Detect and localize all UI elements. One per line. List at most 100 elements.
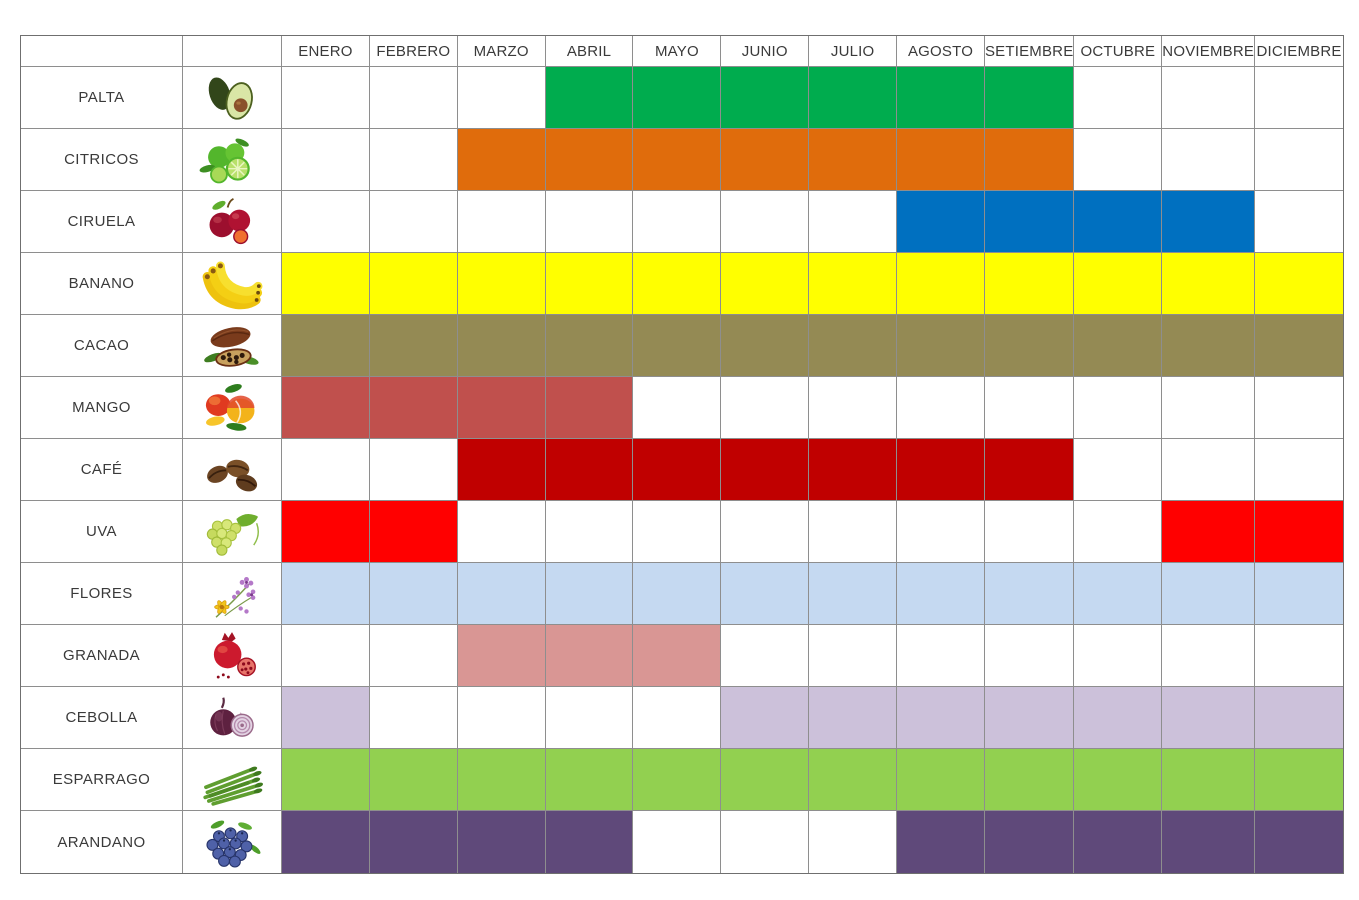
cell-banano-diciembre <box>1255 253 1343 315</box>
cell-cafe-mayo <box>633 439 722 501</box>
cell-mango-junio <box>721 377 810 439</box>
cell-esparrago-enero <box>282 749 370 811</box>
month-header-febrero: FEBRERO <box>369 36 458 67</box>
cell-flores-setiembre <box>984 563 1075 625</box>
crop-label-palta: PALTA <box>21 67 183 129</box>
cell-esparrago-marzo <box>457 749 546 811</box>
cell-arandano-junio <box>721 811 810 873</box>
cell-esparrago-abril <box>545 749 634 811</box>
cell-ciruela-abril <box>545 191 634 253</box>
cell-flores-abril <box>545 563 634 625</box>
cell-cafe-noviembre <box>1162 439 1256 501</box>
cell-banano-junio <box>721 253 810 315</box>
cell-palta-octubre <box>1074 67 1163 129</box>
cell-cafe-octubre <box>1074 439 1163 501</box>
cell-flores-agosto <box>897 563 985 625</box>
cell-esparrago-agosto <box>897 749 985 811</box>
cell-cebolla-setiembre <box>984 687 1075 749</box>
cell-banano-marzo <box>457 253 546 315</box>
cell-uva-octubre <box>1074 501 1163 563</box>
cell-palta-enero <box>282 67 370 129</box>
cell-palta-marzo <box>457 67 546 129</box>
crop-label-cebolla: CEBOLLA <box>21 687 183 749</box>
cell-granada-noviembre <box>1162 625 1256 687</box>
cell-esparrago-diciembre <box>1255 749 1343 811</box>
month-header-marzo: MARZO <box>457 36 546 67</box>
cell-esparrago-febrero <box>369 749 458 811</box>
cell-uva-julio <box>809 501 898 563</box>
cell-cacao-setiembre <box>984 315 1075 377</box>
cell-arandano-marzo <box>457 811 546 873</box>
cell-esparrago-mayo <box>633 749 722 811</box>
cell-arandano-julio <box>809 811 898 873</box>
red-onion-icon <box>183 687 282 749</box>
cell-cebolla-diciembre <box>1255 687 1343 749</box>
cell-banano-febrero <box>369 253 458 315</box>
cell-arandano-setiembre <box>984 811 1075 873</box>
crop-label-granada: GRANADA <box>21 625 183 687</box>
cell-cacao-mayo <box>633 315 722 377</box>
cell-cebolla-mayo <box>633 687 722 749</box>
cell-arandano-abril <box>545 811 634 873</box>
cell-mango-julio <box>809 377 898 439</box>
cell-flores-junio <box>721 563 810 625</box>
asparagus-icon <box>183 749 282 811</box>
cell-ciruela-noviembre <box>1162 191 1256 253</box>
month-header-enero: ENERO <box>282 36 370 67</box>
cell-palta-setiembre <box>984 67 1075 129</box>
flowers-icon <box>183 563 282 625</box>
crop-label-cafe: CAFÉ <box>21 439 183 501</box>
cell-flores-julio <box>809 563 898 625</box>
cell-flores-febrero <box>369 563 458 625</box>
cell-uva-agosto <box>897 501 985 563</box>
cell-cebolla-octubre <box>1074 687 1163 749</box>
cell-esparrago-noviembre <box>1162 749 1256 811</box>
cell-banano-agosto <box>897 253 985 315</box>
limes-icon <box>183 129 282 191</box>
month-header-setiembre: SETIEMBRE <box>984 36 1075 67</box>
cell-citricos-abril <box>545 129 634 191</box>
crop-label-ciruela: CIRUELA <box>21 191 183 253</box>
cell-cacao-abril <box>545 315 634 377</box>
cell-cacao-febrero <box>369 315 458 377</box>
grapes-icon <box>183 501 282 563</box>
cell-mango-enero <box>282 377 370 439</box>
cell-palta-febrero <box>369 67 458 129</box>
cell-arandano-diciembre <box>1255 811 1343 873</box>
crop-label-esparrago: ESPARRAGO <box>21 749 183 811</box>
cell-ciruela-julio <box>809 191 898 253</box>
cell-cebolla-abril <box>545 687 634 749</box>
crop-label-mango: MANGO <box>21 377 183 439</box>
cell-flores-marzo <box>457 563 546 625</box>
header-corner-image-column <box>183 36 282 67</box>
cell-esparrago-julio <box>809 749 898 811</box>
cell-palta-abril <box>545 67 634 129</box>
cell-mango-octubre <box>1074 377 1163 439</box>
month-header-abril: ABRIL <box>545 36 634 67</box>
cell-mango-noviembre <box>1162 377 1256 439</box>
cell-cafe-diciembre <box>1255 439 1343 501</box>
cell-granada-marzo <box>457 625 546 687</box>
cell-cafe-enero <box>282 439 370 501</box>
month-header-octubre: OCTUBRE <box>1074 36 1163 67</box>
cell-palta-mayo <box>633 67 722 129</box>
cell-mango-diciembre <box>1255 377 1343 439</box>
cell-granada-diciembre <box>1255 625 1343 687</box>
coffee-beans-icon <box>183 439 282 501</box>
cell-cebolla-enero <box>282 687 370 749</box>
cell-palta-agosto <box>897 67 985 129</box>
cell-citricos-junio <box>721 129 810 191</box>
cell-uva-setiembre <box>984 501 1075 563</box>
cell-citricos-noviembre <box>1162 129 1256 191</box>
month-header-julio: JULIO <box>809 36 898 67</box>
cell-cebolla-marzo <box>457 687 546 749</box>
cell-cafe-abril <box>545 439 634 501</box>
seasonal-calendar-table: ENERO FEBRERO MARZO ABRIL MAYO JUNIO JULIO AGOS… <box>20 35 1344 874</box>
cell-cafe-agosto <box>897 439 985 501</box>
crop-label-cacao: CACAO <box>21 315 183 377</box>
month-header-agosto: AGOSTO <box>897 36 985 67</box>
cell-cacao-noviembre <box>1162 315 1256 377</box>
cell-banano-mayo <box>633 253 722 315</box>
cell-flores-diciembre <box>1255 563 1343 625</box>
